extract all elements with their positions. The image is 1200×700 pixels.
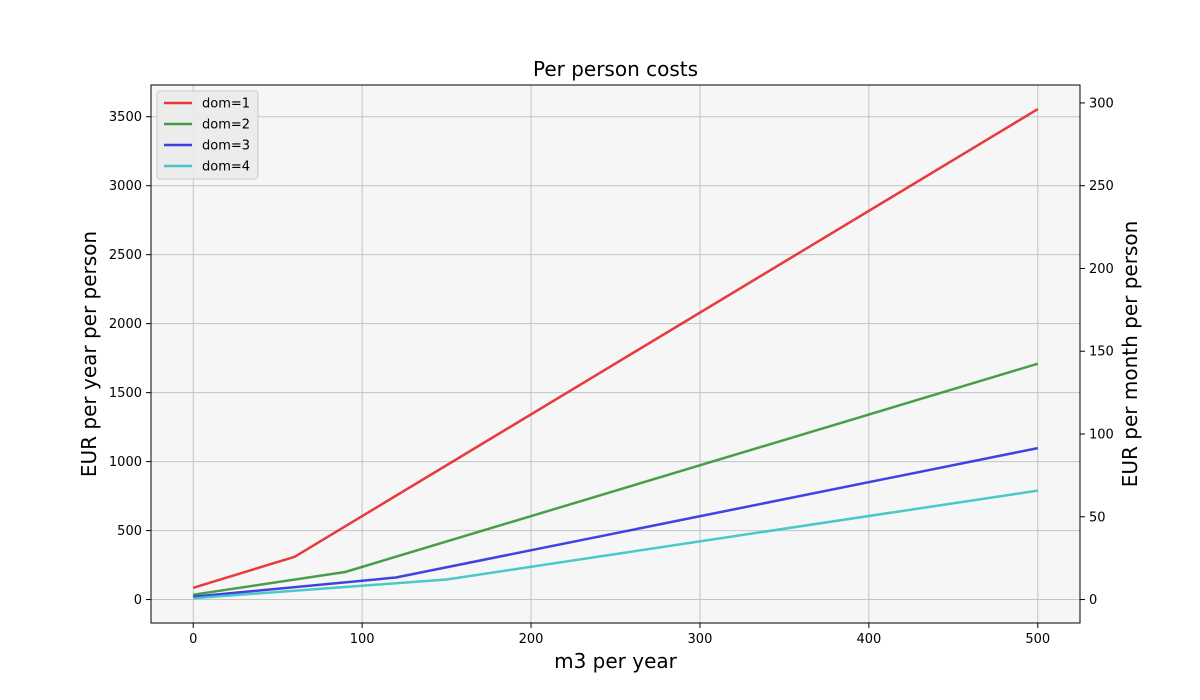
x-tick-label: 300 (688, 632, 713, 647)
x-tick-label: 400 (856, 632, 881, 647)
grid (151, 85, 1080, 623)
x-tick-label: 500 (1025, 632, 1050, 647)
legend: dom=1 dom=2 dom=3 dom=4 (156, 90, 259, 180)
series-line-dom-3 (193, 446, 1039, 599)
y2-axis-label: EUR per month per person (1118, 221, 1142, 488)
y-axis-label: EUR per year per person (77, 231, 101, 477)
y2-axis-ticks: 0 50 100 150 200 250 300 (1080, 96, 1114, 608)
y-tick-label: 3000 (109, 179, 142, 194)
x-tick-label: 0 (189, 632, 197, 647)
y-tick-label: 500 (117, 524, 142, 539)
series-line-dom-2 (193, 362, 1039, 596)
x-axis-ticks: 0 100 200 300 400 500 (189, 623, 1050, 647)
y2-tick-label: 200 (1089, 262, 1114, 277)
y-tick-label: 3500 (109, 110, 142, 125)
legend-label: dom=4 (202, 160, 250, 175)
y-tick-label: 2000 (109, 317, 142, 332)
chart-title: Per person costs (533, 57, 698, 81)
y-tick-label: 1500 (109, 386, 142, 401)
y2-tick-label: 300 (1089, 96, 1114, 111)
plot-area (151, 85, 1080, 623)
x-axis-label: m3 per year (554, 649, 678, 673)
y-tick-label: 0 (134, 593, 142, 608)
series-layer (192, 108, 1039, 600)
legend-label: dom=3 (202, 139, 250, 154)
y-tick-label: 2500 (109, 248, 142, 263)
y2-tick-label: 150 (1089, 345, 1114, 360)
y-tick-label: 1000 (109, 455, 142, 470)
y2-tick-label: 100 (1089, 428, 1114, 443)
y-axis-ticks: 0 500 1000 1500 2000 2500 3000 3500 (109, 110, 151, 608)
y2-tick-label: 50 (1089, 510, 1106, 525)
series-line-dom-4 (193, 489, 1038, 600)
legend-label: dom=1 (202, 97, 250, 112)
legend-items: dom=1 dom=2 dom=3 dom=4 (164, 97, 250, 175)
plot-frame (150, 84, 1081, 624)
y2-tick-label: 250 (1089, 179, 1114, 194)
legend-box (156, 90, 259, 180)
legend-label: dom=2 (202, 118, 250, 133)
y2-tick-label: 0 (1089, 593, 1097, 608)
x-tick-label: 200 (519, 632, 544, 647)
x-tick-label: 100 (350, 632, 375, 647)
series-line-dom-1 (192, 108, 1039, 589)
